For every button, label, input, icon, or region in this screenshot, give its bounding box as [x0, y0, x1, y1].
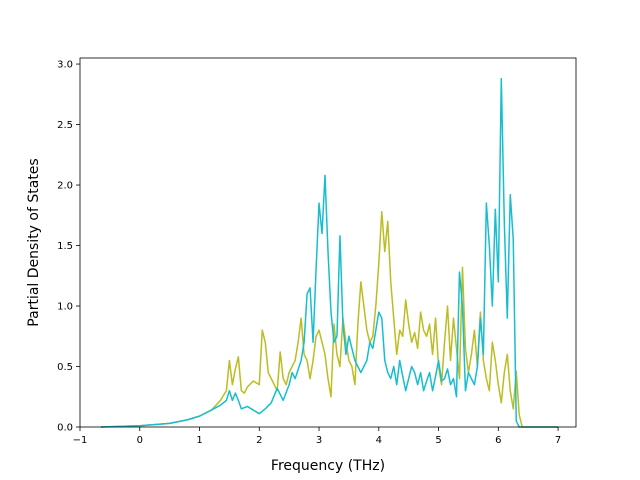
x-tick-label: 4	[376, 435, 382, 446]
x-tick-label: −1	[73, 435, 88, 446]
plot-frame	[79, 57, 577, 428]
x-tick-label: 2	[256, 435, 262, 446]
x-tick-label: 3	[316, 435, 322, 446]
y-tick-label: 2.0	[57, 181, 73, 192]
y-axis-ticks: 0.0 0.5 1.0 1.5 2.0 2.5 3.0	[57, 60, 80, 434]
x-axis-label: Frequency (THz)	[271, 458, 385, 474]
plot-lines	[100, 77, 559, 428]
y-tick-label: 1.5	[57, 241, 73, 252]
y-axis-label: Partial Density of States	[26, 158, 42, 326]
series-line-2	[100, 77, 559, 428]
x-tick-label: 0	[137, 435, 143, 446]
y-tick-label: 2.5	[57, 120, 73, 131]
x-axis-ticks: −1 0 1 2 3 4 5 6 7	[73, 427, 561, 446]
x-tick-label: 6	[495, 435, 501, 446]
x-tick-label: 5	[435, 435, 441, 446]
x-tick-label: 7	[555, 435, 561, 446]
y-tick-label: 1.0	[57, 302, 73, 313]
x-tick-label: 1	[196, 435, 202, 446]
y-tick-label: 3.0	[57, 60, 73, 71]
y-tick-label: 0.5	[57, 362, 73, 373]
y-tick-label: 0.0	[57, 423, 73, 434]
